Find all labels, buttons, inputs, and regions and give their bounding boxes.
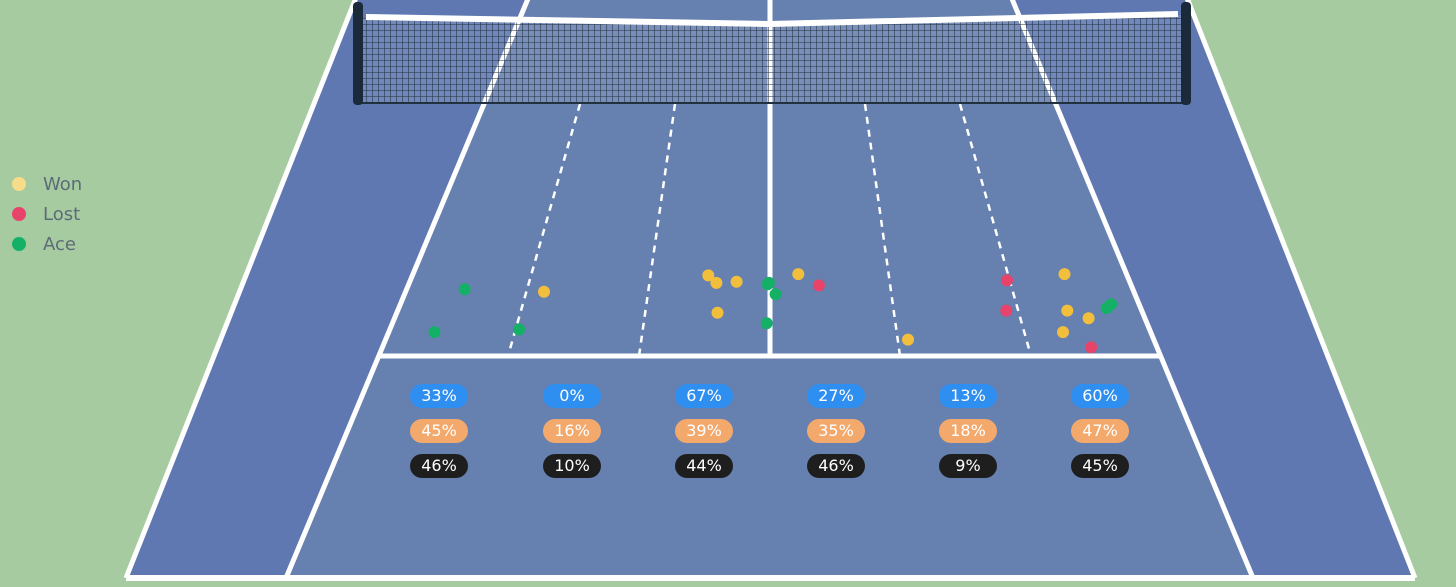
zone-6-row1-pill: 60% — [1071, 384, 1129, 408]
zone-divider — [637, 103, 677, 357]
zone-4-row1-pill: 27% — [807, 384, 865, 408]
legend-item-won: Won — [12, 169, 82, 199]
ace-dot-icon — [12, 237, 26, 251]
serve-marker-lost — [1001, 274, 1013, 287]
serve-marker-ace — [513, 323, 525, 336]
zone-divider — [863, 103, 902, 357]
lost-dot-icon — [12, 207, 26, 221]
zone-5-row1-pill: 13% — [939, 384, 997, 408]
legend-item-lost: Lost — [12, 199, 82, 229]
won-dot-icon — [12, 177, 26, 191]
zone-4-row2-pill: 35% — [807, 419, 865, 443]
serve-marker-ace — [761, 278, 774, 291]
serve-marker-won — [792, 268, 805, 281]
net-post-left — [353, 2, 363, 105]
zone-6-row2-pill: 47% — [1071, 419, 1129, 443]
zone-4-row3-pill: 46% — [807, 454, 865, 478]
serve-marker-ace — [458, 283, 471, 296]
zone-divider — [506, 103, 582, 357]
zone-2-row2-pill: 16% — [543, 419, 601, 443]
serve-marker-lost — [1085, 341, 1098, 354]
serve-marker-won — [711, 306, 724, 319]
left-doubles-sideline — [123, 0, 358, 579]
legend-item-ace: Ace — [12, 229, 82, 259]
serve-markers — [428, 268, 1118, 354]
serve-marker-won — [1061, 304, 1074, 317]
net-post-right — [1181, 2, 1191, 105]
serve-marker-ace — [769, 288, 782, 301]
legend: Won Lost Ace — [12, 169, 82, 259]
serve-marker-won — [1057, 326, 1069, 339]
legend-label-lost: Lost — [43, 203, 81, 225]
zone-1-row2-pill: 45% — [410, 419, 468, 443]
serve-marker-won — [902, 333, 914, 346]
legend-label-won: Won — [43, 173, 83, 195]
zone-3-row3-pill: 44% — [675, 454, 733, 478]
serve-marker-ace — [760, 317, 773, 330]
serve-marker-ace — [428, 326, 441, 339]
zone-1-row1-pill: 33% — [410, 384, 468, 408]
serve-marker-lost — [812, 279, 825, 292]
serve-marker-won — [1058, 268, 1071, 281]
serve-marker-won — [1082, 312, 1095, 325]
serve-marker-won — [710, 276, 723, 289]
zone-5-row2-pill: 18% — [939, 419, 997, 443]
serve-marker-lost — [1000, 304, 1013, 317]
right-doubles-sideline — [1185, 0, 1418, 579]
zone-3-row2-pill: 39% — [675, 419, 733, 443]
serve-marker-won — [730, 275, 743, 288]
net-tape — [365, 11, 1179, 28]
zone-2-row3-pill: 10% — [543, 454, 601, 478]
net-mesh — [362, 15, 1182, 103]
zone-3-row1-pill: 67% — [675, 384, 733, 408]
zone-1-row3-pill: 46% — [410, 454, 468, 478]
serve-marker-won — [702, 269, 715, 282]
serve-marker-ace — [1105, 298, 1118, 311]
zone-6-row3-pill: 45% — [1071, 454, 1129, 478]
zone-divider — [958, 103, 1033, 357]
legend-label-ace: Ace — [43, 233, 76, 255]
serve-marker-won — [538, 285, 550, 298]
zone-5-row3-pill: 9% — [939, 454, 997, 478]
zone-2-row1-pill: 0% — [543, 384, 601, 408]
